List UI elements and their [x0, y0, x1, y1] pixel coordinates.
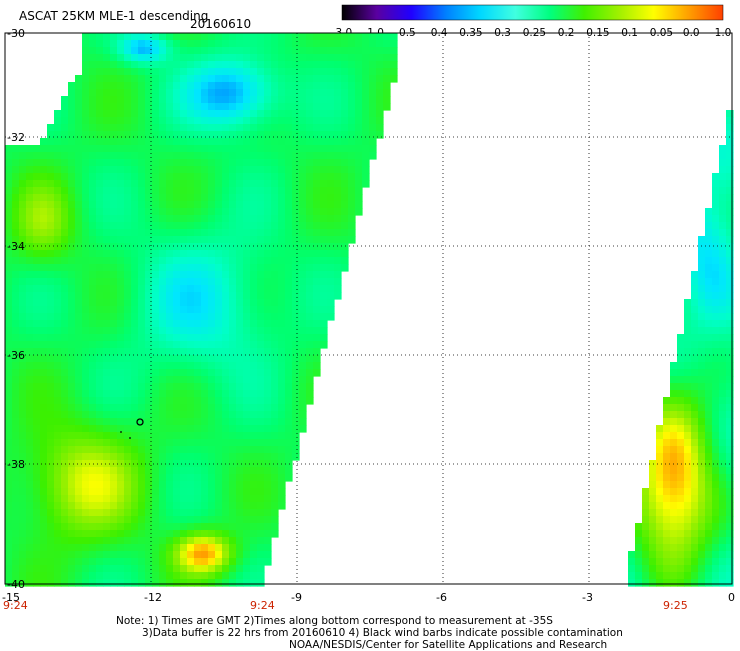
- lon-label-15: -15: [2, 591, 20, 604]
- island-markers: [120, 418, 144, 439]
- map-frame: [4, 32, 733, 585]
- footer-credit: NOAA/NESDIS/Center for Satellite Applica…: [289, 639, 608, 651]
- island-dot: [129, 437, 131, 439]
- time-label-mid: 9:24: [250, 599, 275, 612]
- lon-label-0: 0: [728, 591, 735, 604]
- lat-label-38: -38: [7, 458, 25, 471]
- color-scale-bar: [341, 4, 724, 21]
- lat-label-32: -32: [7, 131, 25, 144]
- island-dot: [120, 431, 122, 433]
- time-label-right: 9:25: [663, 599, 688, 612]
- lat-label-30: -30: [7, 27, 25, 40]
- color-scale-gradient: [341, 4, 724, 21]
- time-label-left: 9:24: [3, 599, 28, 612]
- scatterometer-swaths: [5, 33, 734, 587]
- lon-label-9: -9: [291, 591, 302, 604]
- product-title: ASCAT 25KM MLE-1 descending: [19, 9, 209, 23]
- product-date: 20160610: [190, 17, 252, 31]
- lat-label-40: -40: [7, 578, 25, 591]
- lat-label-36: -36: [7, 349, 25, 362]
- island-marker: [136, 418, 144, 426]
- footer-note-2: 3)Data buffer is 22 hrs from 20160610 4)…: [142, 627, 623, 639]
- footer-note-1: Note: 1) Times are GMT 2)Times along bot…: [116, 615, 553, 627]
- lat-label-34: -34: [7, 240, 25, 253]
- lon-label-6: -6: [436, 591, 447, 604]
- lon-label-12: -12: [144, 591, 162, 604]
- lon-label-3: -3: [582, 591, 593, 604]
